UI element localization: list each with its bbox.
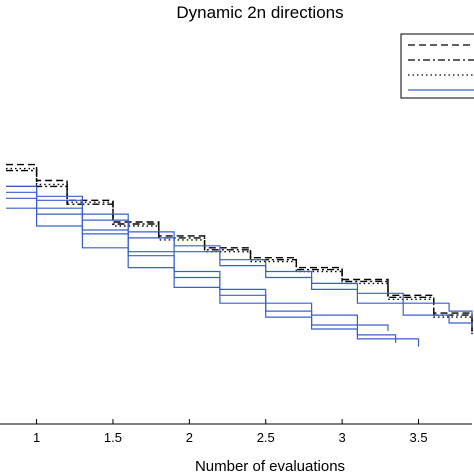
x-tick-label: 2.5: [257, 430, 275, 445]
x-axis-label: Number of evaluations: [195, 458, 345, 474]
x-tick-label: 3.5: [409, 430, 427, 445]
x-ticks: 1 1.5 2 2.5 3 3.5: [33, 419, 428, 445]
series-line-8: [6, 207, 420, 347]
series-line-3: [6, 167, 473, 335]
series-line-6: [6, 191, 389, 331]
series-line-5: [6, 185, 473, 327]
x-tick-label: 1: [33, 430, 40, 445]
x-tick-label: 3: [339, 430, 346, 445]
series-line-1: [6, 163, 473, 331]
series-line-7: [6, 197, 397, 343]
x-tick-label: 1.5: [104, 430, 122, 445]
legend-box: [400, 33, 474, 99]
series-layer: [6, 163, 473, 347]
legend[interactable]: [400, 33, 474, 99]
chart-title: Dynamic 2n directions: [176, 3, 343, 22]
x-tick-label: 2: [186, 430, 193, 445]
